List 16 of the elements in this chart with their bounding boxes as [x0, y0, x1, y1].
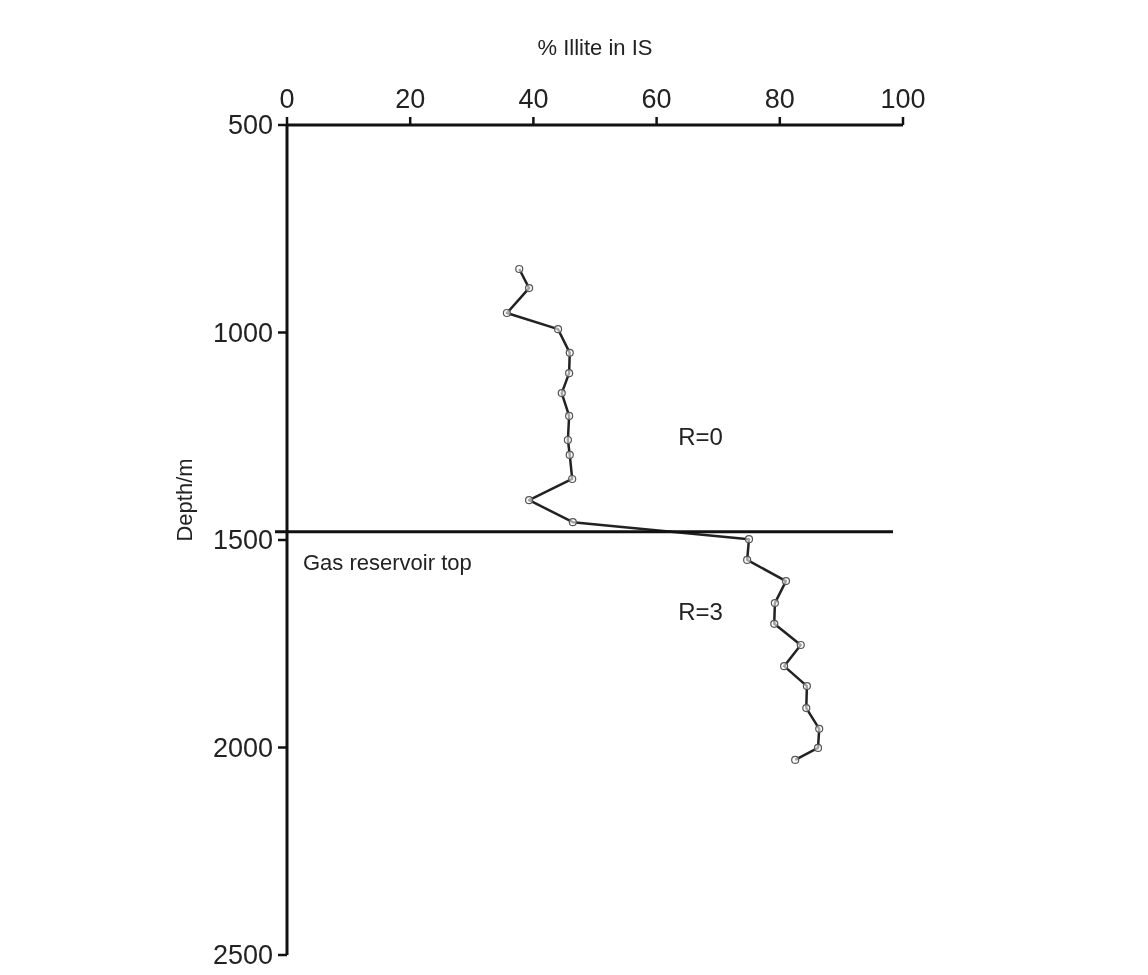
y-tick-label: 2500 [212, 940, 273, 971]
y-tick-label: 500 [227, 110, 273, 141]
x-axis-title: % Illite in IS [537, 35, 653, 60]
x-tick-label: 60 [641, 84, 672, 114]
y-tick-label: 2000 [212, 732, 273, 763]
x-tick-label: 20 [395, 84, 426, 114]
y-axis-title: Depth/m [172, 458, 197, 542]
annotation: R=3 [678, 598, 723, 626]
ref-line-label: Gas reservoir top [303, 549, 472, 575]
annotation: R=0 [678, 423, 723, 451]
x-tick-label: 80 [764, 84, 795, 114]
y-tick-label: 1000 [212, 317, 273, 348]
y-tick-label: 1500 [212, 525, 273, 556]
x-tick-label: 0 [279, 84, 295, 114]
x-tick-label: 100 [880, 84, 926, 114]
x-tick-label: 40 [518, 84, 549, 114]
